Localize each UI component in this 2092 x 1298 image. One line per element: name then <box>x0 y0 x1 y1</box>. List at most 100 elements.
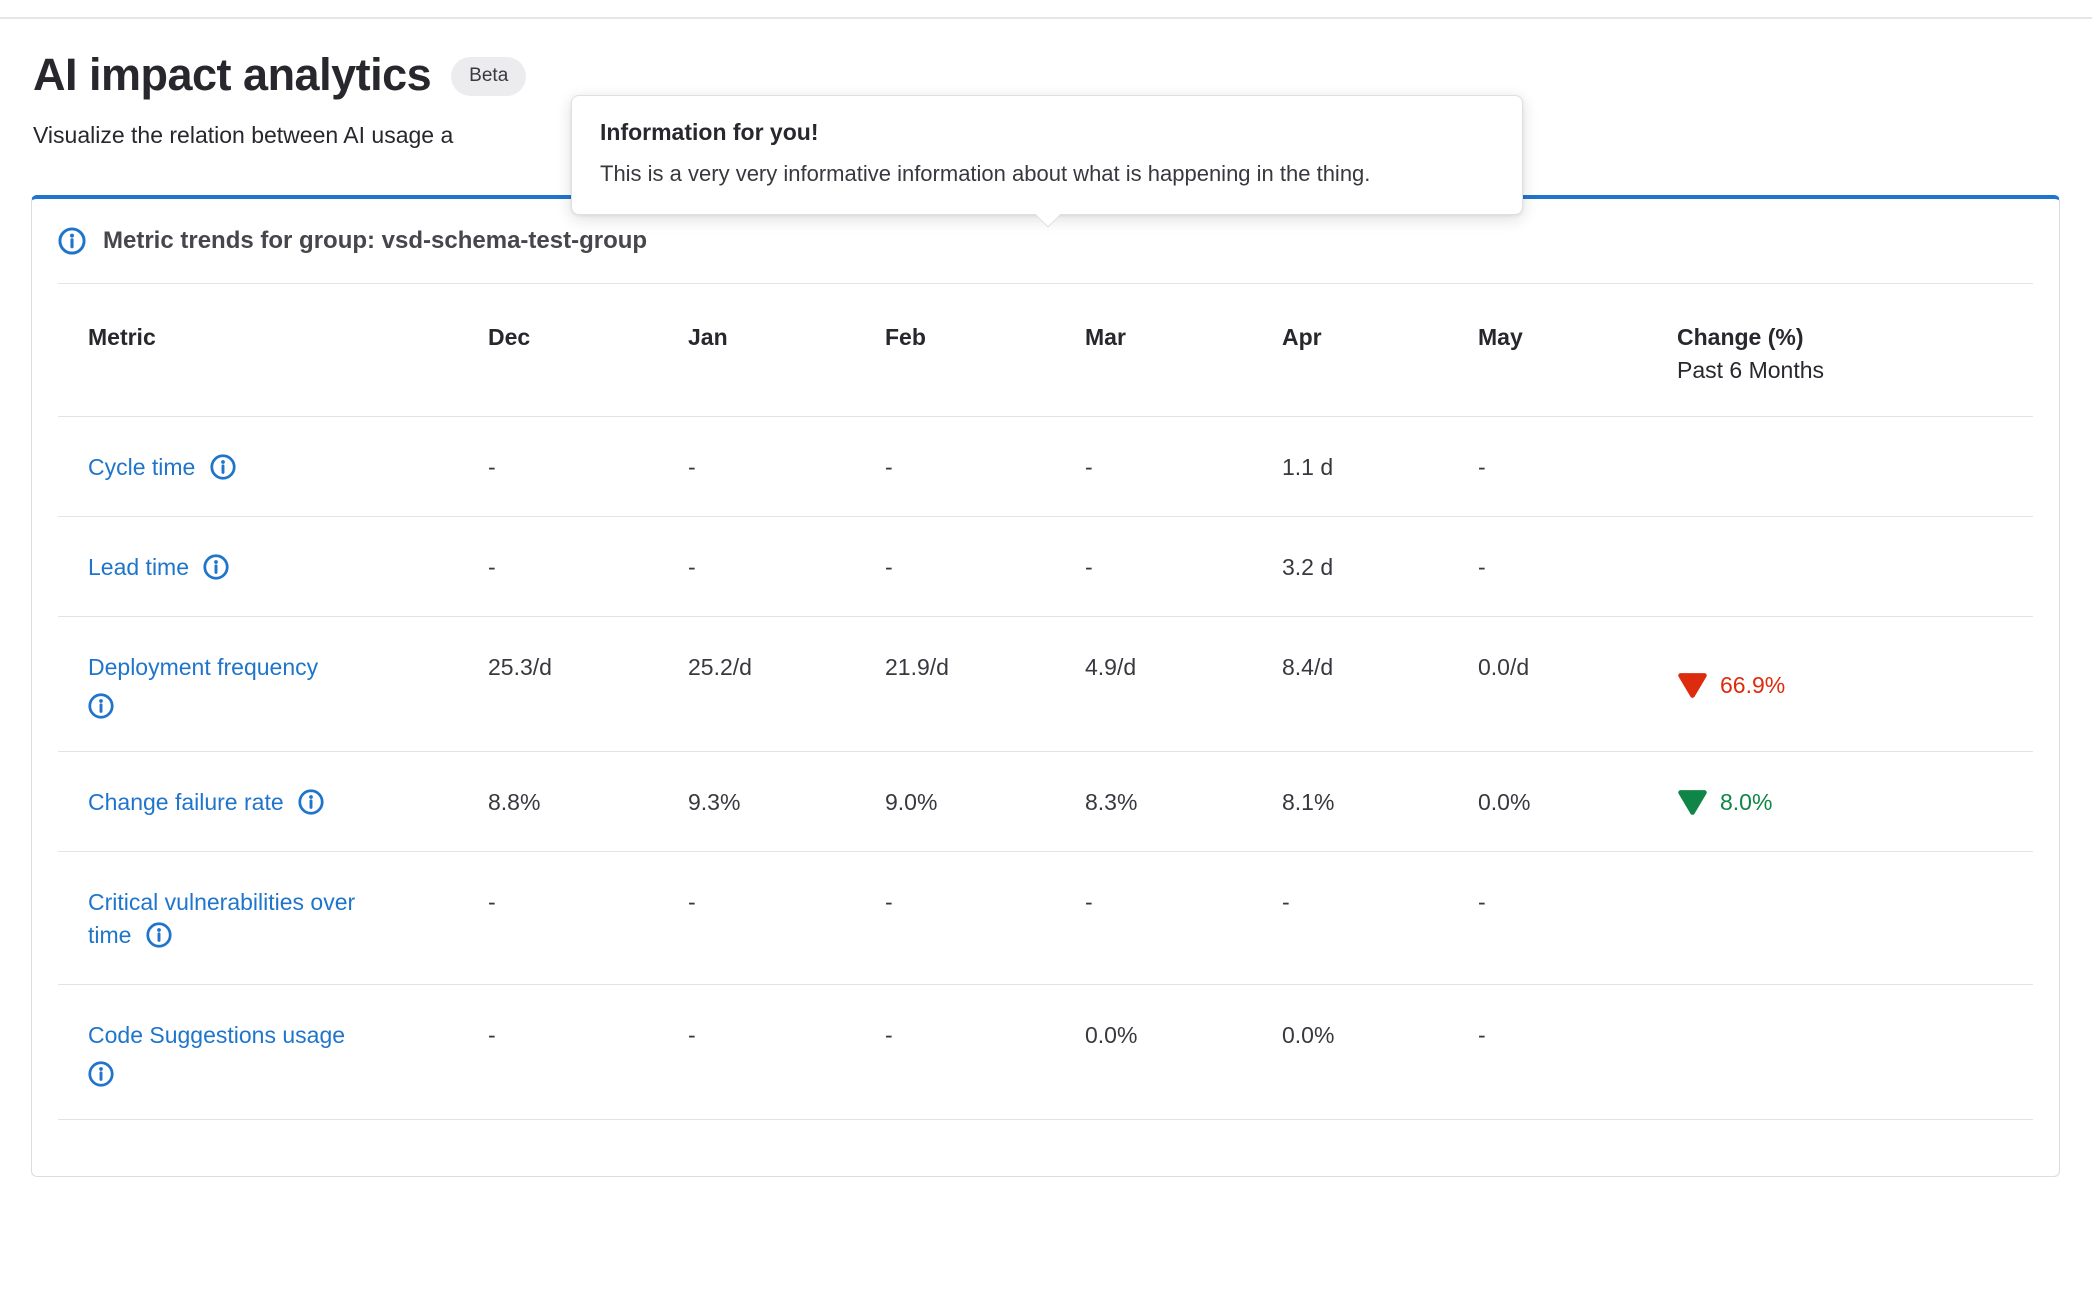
value-cell: - <box>1478 1022 1486 1048</box>
page-description: Visualize the relation between AI usage … <box>33 122 454 148</box>
change-cell: 66.9% <box>1677 651 2033 719</box>
value-cell: - <box>1085 554 1093 580</box>
value-cell: - <box>1085 454 1093 480</box>
metric-link[interactable]: Lead time <box>88 551 230 584</box>
value-cell: - <box>1478 889 1486 915</box>
metric-link[interactable]: Code Suggestions usage <box>88 1019 345 1087</box>
value-cell: - <box>1478 554 1486 580</box>
info-icon[interactable] <box>298 789 324 815</box>
column-header-mar: Mar <box>1085 321 1282 387</box>
metric-label: Critical vulnerabilities over time <box>88 889 356 948</box>
beta-badge[interactable]: Beta <box>451 57 527 96</box>
change-cell: 8.0% <box>1677 786 2033 819</box>
value-cell: 8.1% <box>1282 789 1335 815</box>
value-cell: 0.0% <box>1478 789 1531 815</box>
column-header-label: Feb <box>885 324 926 350</box>
metric-cell: Code Suggestions usage <box>88 1019 488 1087</box>
value-cell: 3.2 d <box>1282 554 1334 580</box>
metric-trends-card: Metric trends for group: vsd-schema-test… <box>31 195 2060 1177</box>
column-header-apr: Apr <box>1282 321 1478 387</box>
column-header-label: Jan <box>688 324 728 350</box>
page-title: AI impact analytics <box>33 49 432 100</box>
popover-body: This is a very very informative informat… <box>600 161 1371 186</box>
value-cell: - <box>885 1022 893 1048</box>
change-value: 66.9% <box>1720 671 1786 698</box>
table-row: Cycle time - - - - 1.1 d - <box>58 417 2033 517</box>
metric-cell: Lead time <box>88 551 488 584</box>
table-row: Code Suggestions usage - - - 0.0% 0.0% - <box>58 985 2033 1120</box>
column-header-label: May <box>1478 324 1523 350</box>
value-cell: - <box>688 554 696 580</box>
info-icon[interactable] <box>210 454 236 480</box>
value-cell: 25.2/d <box>688 654 752 680</box>
value-cell: - <box>688 1022 696 1048</box>
value-cell: 0.0% <box>1282 1022 1335 1048</box>
value-cell: 9.0% <box>885 789 938 815</box>
metric-link[interactable]: Cycle time <box>88 451 236 484</box>
change-cell <box>1677 451 2033 484</box>
column-header-dec: Dec <box>488 321 688 387</box>
card-footer <box>32 1120 2059 1176</box>
top-divider <box>0 0 2092 19</box>
metric-cell: Cycle time <box>88 451 488 484</box>
column-header-metric: Metric <box>88 321 488 387</box>
value-cell: 0.0/d <box>1478 654 1530 680</box>
information-icon[interactable] <box>58 227 86 255</box>
column-header-label: Change (%) <box>1677 324 1804 350</box>
metric-label: Deployment frequency <box>88 654 319 680</box>
metric-label: Cycle time <box>88 454 196 480</box>
column-header-feb: Feb <box>885 321 1085 387</box>
value-cell: - <box>488 554 496 580</box>
info-icon[interactable] <box>203 554 230 580</box>
info-icon[interactable] <box>88 1061 345 1087</box>
triangle-down-icon <box>1677 789 1708 816</box>
value-cell: - <box>885 554 893 580</box>
value-cell: - <box>488 454 496 480</box>
value-cell: 25.3/d <box>488 654 552 680</box>
metric-link[interactable]: Critical vulnerabilities over time <box>88 886 398 952</box>
table-row: Deployment frequency 25.3/d 25.2/d 21.9/d 4… <box>58 617 2033 752</box>
value-cell: 8.4/d <box>1282 654 1334 680</box>
table-row: Lead time - - - - 3.2 d - <box>58 517 2033 617</box>
column-header-label: Dec <box>488 324 531 350</box>
info-icon[interactable] <box>88 693 318 719</box>
metrics-table: Metric Dec Jan Feb Mar Apr May Change (%) Past 6… <box>58 283 2033 1120</box>
value-cell: 1.1 d <box>1282 454 1334 480</box>
value-cell: - <box>1478 454 1486 480</box>
column-header-change: Change (%) Past 6 Months <box>1677 321 2033 387</box>
info-icon[interactable] <box>146 922 172 948</box>
value-cell: 8.3% <box>1085 789 1138 815</box>
metric-link[interactable]: Deployment frequency <box>88 651 318 719</box>
card-title: Metric trends for group: vsd-schema-test… <box>103 227 648 254</box>
column-subheader-label: Past 6 Months <box>1677 357 1825 383</box>
value-cell: 0.0% <box>1085 1022 1138 1048</box>
column-header-label: Mar <box>1085 324 1126 350</box>
value-cell: 8.8% <box>488 789 541 815</box>
popover-title: Information for you! <box>600 119 819 145</box>
change-cell <box>1677 551 2033 584</box>
table-header-row: Metric Dec Jan Feb Mar Apr May Change (%) Past 6… <box>58 283 2033 417</box>
column-header-label: Metric <box>88 324 156 350</box>
metric-link[interactable]: Change failure rate <box>88 786 324 819</box>
change-value: 8.0% <box>1720 789 1773 815</box>
card-header: Metric trends for group: vsd-schema-test… <box>32 199 2059 283</box>
metric-label: Change failure rate <box>88 789 284 815</box>
metric-cell: Change failure rate <box>88 786 488 819</box>
column-header-jan: Jan <box>688 321 885 387</box>
change-cell <box>1677 886 2033 952</box>
column-header-may: May <box>1478 321 1677 387</box>
metric-label: Lead time <box>88 554 190 580</box>
table-row: Critical vulnerabilities over time - - - - -… <box>58 852 2033 985</box>
value-cell: 9.3% <box>688 789 741 815</box>
value-cell: - <box>1282 889 1290 915</box>
info-popover: Information for you! This is a very very… <box>571 95 1523 228</box>
value-cell: - <box>1085 889 1093 915</box>
table-row: Change failure rate 8.8% 9.3% 9.0% 8.3% 8.1%… <box>58 752 2033 852</box>
value-cell: - <box>688 889 696 915</box>
value-cell: 4.9/d <box>1085 654 1137 680</box>
change-cell <box>1677 1019 2033 1087</box>
value-cell: - <box>488 1022 496 1048</box>
value-cell: - <box>488 889 496 915</box>
triangle-down-icon <box>1677 672 1708 699</box>
value-cell: - <box>688 454 696 480</box>
